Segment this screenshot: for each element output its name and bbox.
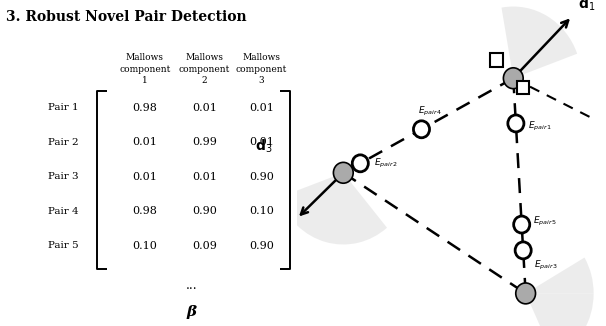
Text: 0.98: 0.98: [132, 103, 157, 113]
Text: 0.01: 0.01: [132, 137, 157, 147]
Circle shape: [516, 283, 536, 304]
Wedge shape: [525, 293, 594, 326]
Circle shape: [352, 155, 368, 172]
Text: 0.01: 0.01: [249, 103, 274, 113]
Text: Pair 2: Pair 2: [48, 138, 79, 147]
Text: 0.90: 0.90: [249, 172, 274, 182]
Circle shape: [333, 162, 353, 183]
Text: 0.01: 0.01: [132, 172, 157, 182]
Text: 0.01: 0.01: [192, 103, 217, 113]
Circle shape: [508, 115, 524, 132]
Wedge shape: [525, 258, 594, 293]
Text: 0.01: 0.01: [192, 172, 217, 182]
Text: Pair 4: Pair 4: [48, 207, 79, 216]
Text: 0.10: 0.10: [249, 206, 274, 216]
Text: Mallows
component
2: Mallows component 2: [179, 53, 230, 85]
Text: $E_{pair\,3}$: $E_{pair\,3}$: [534, 259, 558, 272]
Text: 3. Robust Novel Pair Detection: 3. Robust Novel Pair Detection: [6, 10, 247, 24]
Wedge shape: [502, 7, 577, 78]
Text: Mallows
component
1: Mallows component 1: [119, 53, 170, 85]
Text: 0.01: 0.01: [249, 137, 274, 147]
Circle shape: [504, 68, 523, 89]
Text: 0.90: 0.90: [192, 206, 217, 216]
Bar: [517, 81, 530, 94]
Text: Pair 5: Pair 5: [48, 241, 79, 250]
Text: $E_{pair\,2}$: $E_{pair\,2}$: [374, 157, 399, 170]
Text: $E_{pair\,5}$: $E_{pair\,5}$: [533, 215, 558, 228]
Text: 0.98: 0.98: [132, 206, 157, 216]
Text: Mallows
component
3: Mallows component 3: [236, 53, 287, 85]
Text: $E_{pair\,4}$: $E_{pair\,4}$: [418, 105, 443, 118]
Circle shape: [515, 242, 531, 259]
Text: 0.99: 0.99: [192, 137, 217, 147]
Circle shape: [514, 216, 530, 233]
Text: 0.90: 0.90: [249, 241, 274, 251]
Text: $E_{pair\,1}$: $E_{pair\,1}$: [528, 120, 553, 133]
Circle shape: [413, 121, 430, 138]
Text: 0.10: 0.10: [132, 241, 157, 251]
Text: ...: ...: [186, 279, 198, 292]
Text: $\mathbf{d}_3$: $\mathbf{d}_3$: [255, 138, 272, 156]
Text: Pair 1: Pair 1: [48, 103, 79, 112]
Text: $\mathbf{d}_1$: $\mathbf{d}_1$: [578, 0, 596, 13]
Text: 0.09: 0.09: [192, 241, 217, 251]
Text: β: β: [187, 305, 197, 319]
Wedge shape: [279, 173, 387, 244]
Text: Pair 3: Pair 3: [48, 172, 79, 181]
